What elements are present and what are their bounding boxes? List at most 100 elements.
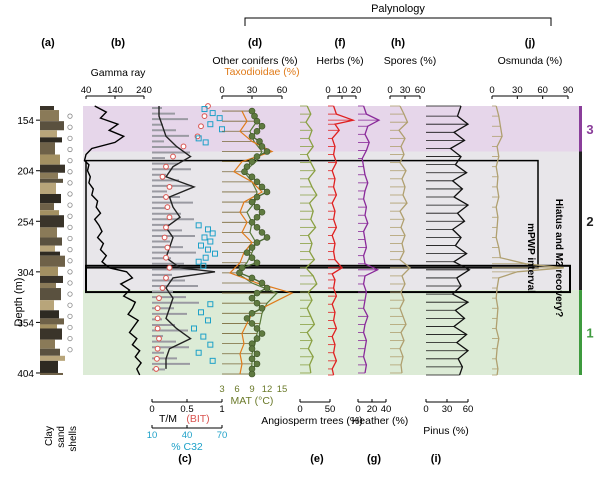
bit-point [163, 163, 169, 170]
heather-bottom-tick-label: 0 [355, 404, 360, 415]
mat-point [248, 310, 256, 317]
bit-label: (BIT) [186, 413, 209, 425]
lithology-bed [40, 339, 55, 349]
c32-point [207, 341, 214, 348]
lithology-bed [40, 154, 60, 165]
shell-symbol [67, 291, 73, 297]
mat-point [253, 193, 261, 201]
taxodioidae-line [228, 110, 294, 375]
mpwp-label: mPWP interval [525, 223, 536, 293]
gamma-label: Gamma ray [91, 67, 147, 79]
lithology-bed [40, 182, 56, 194]
c32-point [207, 238, 214, 245]
c32-point [207, 301, 214, 308]
mat-point [243, 249, 251, 256]
osmunda-line [495, 105, 564, 376]
c32-point [198, 242, 204, 249]
c32-point [202, 254, 209, 261]
panel-label-g: (g) [367, 453, 381, 465]
bit-point [163, 194, 169, 200]
mat-point [253, 153, 261, 160]
mat-point [248, 345, 256, 353]
mat-point [258, 122, 266, 130]
mpwp-box [85, 159, 539, 269]
c32-point [219, 126, 225, 133]
conifers-tick-label: 0 [219, 85, 224, 96]
c32-point [195, 349, 202, 356]
zone-bar [579, 106, 582, 152]
lithology-bed [40, 324, 57, 329]
tm-bottom-tick-label: 0.5 [180, 404, 193, 415]
panel-label-h: (h) [391, 37, 405, 49]
bit-point [153, 366, 160, 372]
mat-point [248, 158, 256, 165]
depth-tick-label: 304 [17, 268, 34, 279]
lithology-bed [40, 142, 55, 155]
bit-point [164, 244, 171, 251]
herbs-label: Herbs (%) [316, 55, 363, 67]
c32-point [201, 234, 208, 241]
pinus-bottom-tick-label: 60 [463, 404, 474, 415]
lithology-bed [40, 121, 64, 131]
lithology-bed [40, 255, 65, 267]
lithology-bed [40, 237, 62, 246]
panel-label-i: (i) [431, 453, 442, 465]
osmunda-label: Osmunda (%) [498, 55, 563, 67]
spores-tick-label: 30 [400, 85, 411, 96]
shell-symbol [67, 347, 73, 353]
bit-point [161, 234, 168, 241]
herbs-tick-label: 10 [337, 85, 348, 96]
c32-label: % C32 [171, 441, 203, 453]
panel-label-e: (e) [310, 453, 324, 465]
lithology-bed [40, 245, 55, 252]
conifers-tick-label: 30 [247, 85, 258, 96]
hiatus-box [85, 264, 571, 294]
heather-line [361, 105, 381, 374]
plot-series [83, 103, 564, 378]
mat-point [263, 284, 271, 292]
bit-point [166, 184, 173, 190]
c32-point [207, 121, 214, 128]
heather-bottom-tick-label: 40 [381, 404, 392, 415]
osmunda-tick-label: 90 [563, 85, 574, 96]
mat-point [248, 218, 256, 226]
shell-symbol [67, 313, 73, 319]
c32-point [216, 115, 223, 122]
mat-point [253, 178, 261, 186]
mat-point [258, 279, 266, 287]
lithology-bed [40, 227, 57, 238]
lithology-bed [40, 355, 65, 361]
gamma-tick-label: 140 [107, 85, 123, 96]
bit-point [163, 275, 169, 281]
bit-point [201, 113, 208, 120]
bit-point [198, 123, 204, 130]
c32-point [201, 106, 208, 113]
mat-point [248, 173, 256, 181]
bit-point [154, 325, 161, 332]
spores-line [398, 105, 411, 374]
shell-symbol [67, 224, 73, 230]
lithology-bed [40, 164, 65, 173]
c32-point [212, 250, 218, 257]
c32-point [205, 246, 211, 253]
mat-point [248, 244, 256, 251]
pinus-label: Pinus (%) [423, 425, 469, 437]
heather-bottom-tick-label: 20 [367, 404, 378, 415]
bit-point [159, 285, 166, 291]
mat-point [253, 325, 261, 332]
mat-point [258, 183, 266, 191]
mat-point [253, 224, 261, 231]
lithology-bed [40, 288, 61, 301]
mat-point [253, 259, 261, 267]
shell-symbol [67, 169, 73, 175]
shell-symbol [67, 113, 73, 119]
conifers-label: Other conifers (%) [212, 55, 297, 67]
bit-point [159, 173, 166, 180]
depth-axis-label: Depth (m) [13, 278, 25, 327]
c32-point [198, 309, 204, 316]
mat-point [253, 213, 261, 221]
lithology-bed [40, 251, 60, 256]
mat-point [263, 148, 271, 155]
c32-bottom-tick-label: 10 [147, 430, 158, 441]
shell-symbol [67, 146, 73, 153]
